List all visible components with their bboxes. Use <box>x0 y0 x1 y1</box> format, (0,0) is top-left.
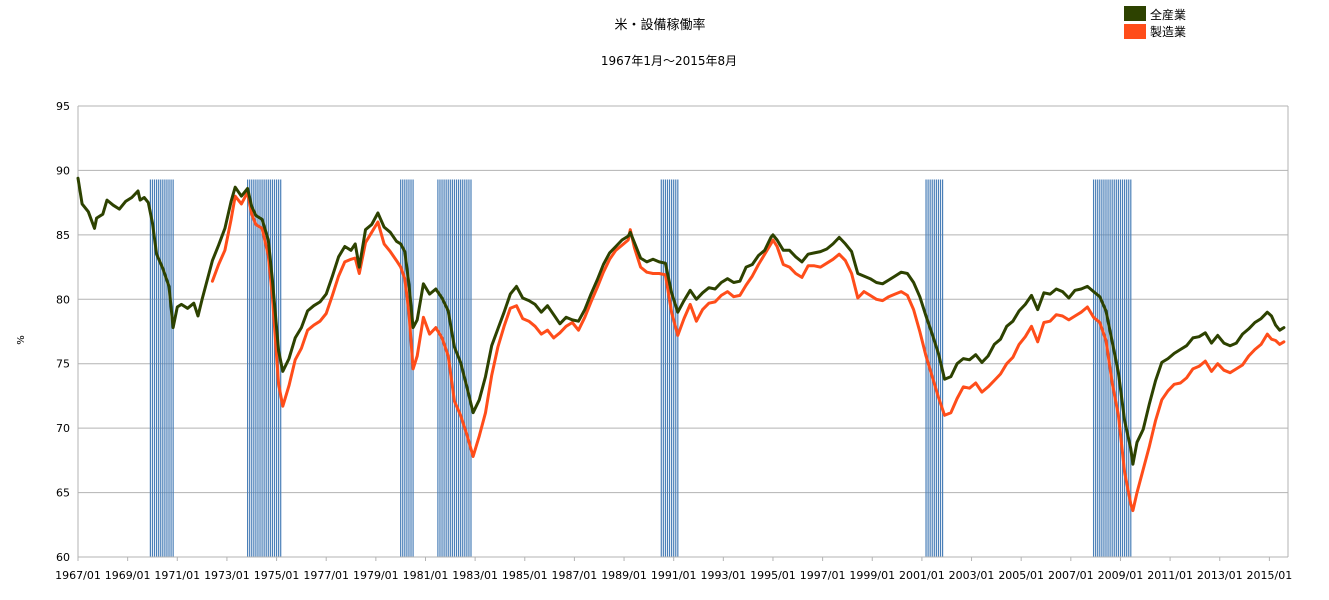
x-tick-label: 1993/01 <box>700 569 746 582</box>
y-axis-label: % <box>16 335 27 345</box>
x-tick-label: 2003/01 <box>949 569 995 582</box>
x-tick-label: 1991/01 <box>651 569 697 582</box>
x-tick-label: 1967/01 <box>55 569 101 582</box>
y-tick-label: 90 <box>56 164 70 177</box>
x-tick-label: 2015/01 <box>1247 569 1293 582</box>
legend-swatch-manufacturing <box>1124 24 1146 39</box>
y-tick-label: 85 <box>56 229 70 242</box>
legend-label-manufacturing: 製造業 <box>1150 25 1186 39</box>
x-tick-label: 2013/01 <box>1197 569 1243 582</box>
recession-band <box>1092 179 1132 557</box>
x-tick-label: 1975/01 <box>254 569 300 582</box>
x-tick-label: 1995/01 <box>750 569 796 582</box>
x-tick-label: 1979/01 <box>353 569 399 582</box>
recession-band <box>400 179 414 557</box>
x-tick-label: 1973/01 <box>204 569 250 582</box>
series-lines <box>76 176 1286 513</box>
x-tick-label: 1987/01 <box>552 569 598 582</box>
x-tick-label: 1983/01 <box>452 569 498 582</box>
y-tick-label: 70 <box>56 422 70 435</box>
x-tick-label: 1981/01 <box>403 569 449 582</box>
x-tick-label: 1999/01 <box>849 569 895 582</box>
x-tick-label: 2007/01 <box>1048 569 1094 582</box>
recession-band <box>660 179 679 557</box>
x-tick-label: 1989/01 <box>601 569 647 582</box>
x-tick-label: 1971/01 <box>154 569 200 582</box>
x-tick-label: 1997/01 <box>800 569 846 582</box>
x-tick-label: 1985/01 <box>502 569 548 582</box>
gridlines <box>78 105 1289 558</box>
x-tick-label: 1977/01 <box>303 569 349 582</box>
y-tick-label: 80 <box>56 293 70 306</box>
chart-title: 米・設備稼働率 <box>614 17 705 33</box>
legend-swatch-all-industries <box>1124 6 1146 21</box>
chart-subtitle: 1967年1月～2015年8月 <box>601 54 737 68</box>
y-tick-label: 95 <box>56 100 70 113</box>
x-tick-label: 1969/01 <box>105 569 151 582</box>
x-tick-label: 2001/01 <box>899 569 945 582</box>
y-tick-label: 65 <box>56 487 70 500</box>
x-tick-label: 2005/01 <box>998 569 1044 582</box>
recession-band <box>925 179 944 557</box>
x-tick-label: 2009/01 <box>1098 569 1144 582</box>
y-tick-label: 60 <box>56 551 70 564</box>
y-tick-label: 75 <box>56 358 70 371</box>
recession-band <box>437 179 472 557</box>
legend: 全産業 製造業 <box>1124 6 1186 39</box>
axes: 60 65 70 75 80 85 90 95 1967/01 1969/01 1971/01 197… <box>55 100 1292 582</box>
series-line-manufacturing <box>210 190 1286 513</box>
legend-label-all-industries: 全産業 <box>1150 7 1186 22</box>
x-tick-label: 2011/01 <box>1147 569 1193 582</box>
series-line-all-industries <box>76 176 1286 466</box>
